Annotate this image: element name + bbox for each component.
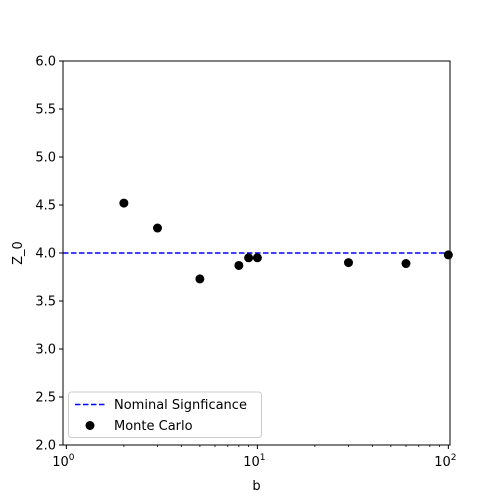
- x-tick-exponent: 1: [260, 453, 266, 463]
- axes-frame: [62, 60, 451, 446]
- y-tick-label: 4.0: [35, 247, 56, 262]
- x-tick-base: 10: [52, 455, 69, 470]
- y-tick-label: 6.0: [35, 55, 56, 70]
- legend-label-nominal: Nominal Signficance: [114, 398, 247, 413]
- series-layer: [63, 198, 453, 284]
- y-tick-label: 4.5: [35, 199, 56, 214]
- monte-carlo-point: [252, 253, 262, 263]
- y-tick-label: 2.0: [35, 439, 56, 454]
- y-tick-label: 5.0: [35, 151, 56, 166]
- monte-carlo-point: [234, 260, 244, 270]
- legend-label-montecarlo: Monte Carlo: [114, 419, 193, 434]
- monte-carlo-point: [153, 223, 163, 233]
- x-tick-base: 10: [243, 455, 260, 470]
- x-tick-label: 100: [52, 453, 75, 470]
- monte-carlo-point: [244, 253, 254, 263]
- legend: Nominal Signficance Monte Carlo: [68, 391, 262, 438]
- monte-carlo-point: [195, 274, 205, 284]
- x-tick-exponent: 0: [69, 453, 75, 463]
- y-axis-label: Z_0: [11, 241, 26, 265]
- legend-frame: [68, 391, 262, 438]
- monte-carlo-point: [119, 198, 129, 208]
- y-tick-label: 2.5: [35, 391, 56, 406]
- y-axis: 2.0 2.5 3.0 3.5 4.0 4.5 5.0 5.5 6.0: [35, 55, 63, 454]
- x-tick-base: 10: [434, 455, 451, 470]
- monte-carlo-point: [443, 250, 453, 260]
- x-tick-exponent: 2: [451, 453, 457, 463]
- monte-carlo-point: [401, 259, 411, 269]
- monte-carlo-point: [343, 258, 353, 268]
- y-tick-label: 3.0: [35, 343, 56, 358]
- x-tick-label: 102: [434, 453, 456, 470]
- legend-dot-marker: [85, 421, 95, 430]
- y-tick-label: 5.5: [35, 103, 56, 118]
- x-axis-label: b: [252, 479, 260, 494]
- x-tick-label: 101: [243, 453, 265, 470]
- x-axis: 100 101 102: [52, 445, 456, 470]
- y-tick-label: 3.5: [35, 295, 56, 310]
